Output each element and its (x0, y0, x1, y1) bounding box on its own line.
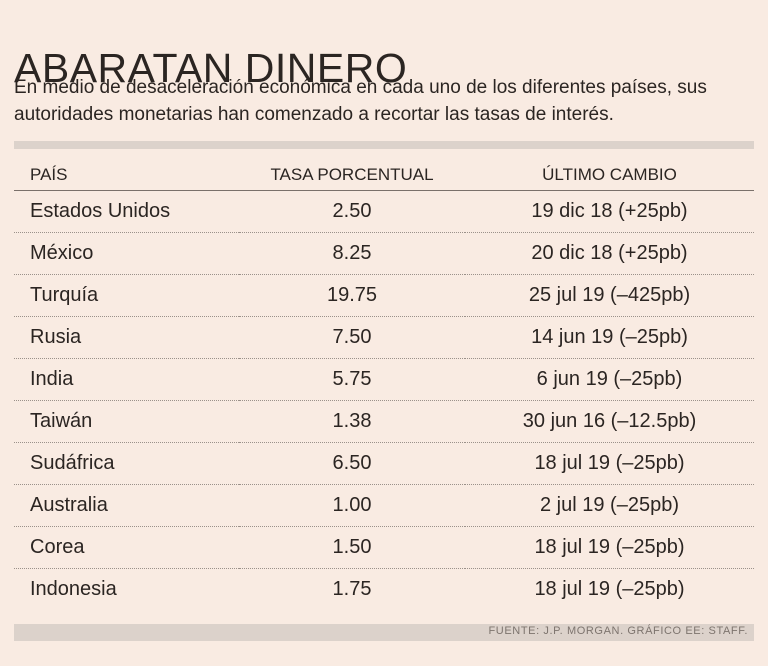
column-header-last-change: ÚLTIMO CAMBIO (465, 160, 754, 191)
country-cell: Estados Unidos (14, 190, 239, 233)
country-cell: Sudáfrica (14, 442, 239, 485)
country-cell: Australia (14, 484, 239, 527)
table-row: Rusia 7.50 14 jun 19 (–25pb) (14, 316, 754, 359)
last-change-cell: 30 jun 16 (–12.5pb) (465, 400, 754, 443)
table-row: México 8.25 20 dic 18 (+25pb) (14, 232, 754, 275)
last-change-cell: 20 dic 18 (+25pb) (465, 232, 754, 275)
country-cell: Turquía (14, 274, 239, 317)
last-change-cell: 2 jul 19 (–25pb) (465, 484, 754, 527)
table-row: Sudáfrica 6.50 18 jul 19 (–25pb) (14, 442, 754, 485)
last-change-cell: 18 jul 19 (–25pb) (465, 526, 754, 569)
rate-cell: 8.25 (239, 232, 465, 275)
rate-cell: 6.50 (239, 442, 465, 485)
country-cell: Indonesia (30, 578, 117, 600)
table-row: Corea 1.50 18 jul 19 (–25pb) (14, 526, 754, 569)
column-header-rate: TASA PORCENTUAL (239, 160, 465, 191)
rate-cell: 7.50 (239, 316, 465, 359)
rate-cell: 1.50 (239, 526, 465, 569)
table-row: Turquía 19.75 25 jul 19 (–425pb) (14, 274, 754, 317)
country-cell: México (14, 232, 239, 275)
last-change-cell: 6 jun 19 (–25pb) (465, 358, 754, 401)
last-change-cell: 14 jun 19 (–25pb) (465, 316, 754, 359)
column-header-country: PAÍS (14, 160, 239, 191)
last-change-cell: 25 jul 19 (–425pb) (465, 274, 754, 317)
chart-subtitle: En medio de desaceleración económica en … (14, 77, 707, 125)
table-row: India 5.75 6 jun 19 (–25pb) (14, 358, 754, 401)
table-row: Indonesia 1.75 18 jul 19 (–25pb) (14, 569, 754, 611)
rate-cell: 2.50 (239, 190, 465, 233)
chart-title: ABARATAN DINERO (14, 45, 408, 92)
table-body: Estados Unidos 2.50 19 dic 18 (+25pb) Méxic… (14, 190, 754, 611)
rate-cell: 5.75 (239, 358, 465, 401)
rate-cell: 1.00 (239, 484, 465, 527)
rate-cell: 19.75 (239, 274, 465, 317)
country-cell: Corea (14, 526, 239, 569)
rates-table: PAÍS TASA PORCENTUAL ÚLTIMO CAMBIO Estad… (14, 160, 754, 610)
footer-bar: FUENTE: J.P. MORGAN. GRÁFICO EE: STAFF. (14, 624, 754, 641)
rate-cell: 1.38 (239, 400, 465, 443)
last-change-cell: 18 jul 19 (–25pb) (465, 442, 754, 485)
table-row: Taiwán 1.38 30 jun 16 (–12.5pb) (14, 400, 754, 443)
country-cell: India (14, 358, 239, 401)
country-cell: Rusia (14, 316, 239, 359)
source-note: FUENTE: J.P. MORGAN. GRÁFICO EE: STAFF. (488, 625, 748, 637)
header-row: PAÍS TASA PORCENTUAL ÚLTIMO CAMBIO (14, 160, 754, 191)
rate-cell: 1.75 (332, 578, 372, 600)
table-row: Australia 1.00 2 jul 19 (–25pb) (14, 484, 754, 527)
table-row: Estados Unidos 2.50 19 dic 18 (+25pb) (14, 190, 754, 233)
last-change-cell: 19 dic 18 (+25pb) (465, 190, 754, 233)
last-change-cell: 18 jul 19 (–25pb) (534, 578, 685, 600)
country-cell: Taiwán (14, 400, 239, 443)
top-divider-bar (14, 141, 754, 149)
